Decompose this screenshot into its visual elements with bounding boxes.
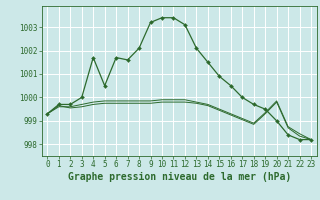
X-axis label: Graphe pression niveau de la mer (hPa): Graphe pression niveau de la mer (hPa): [68, 172, 291, 182]
